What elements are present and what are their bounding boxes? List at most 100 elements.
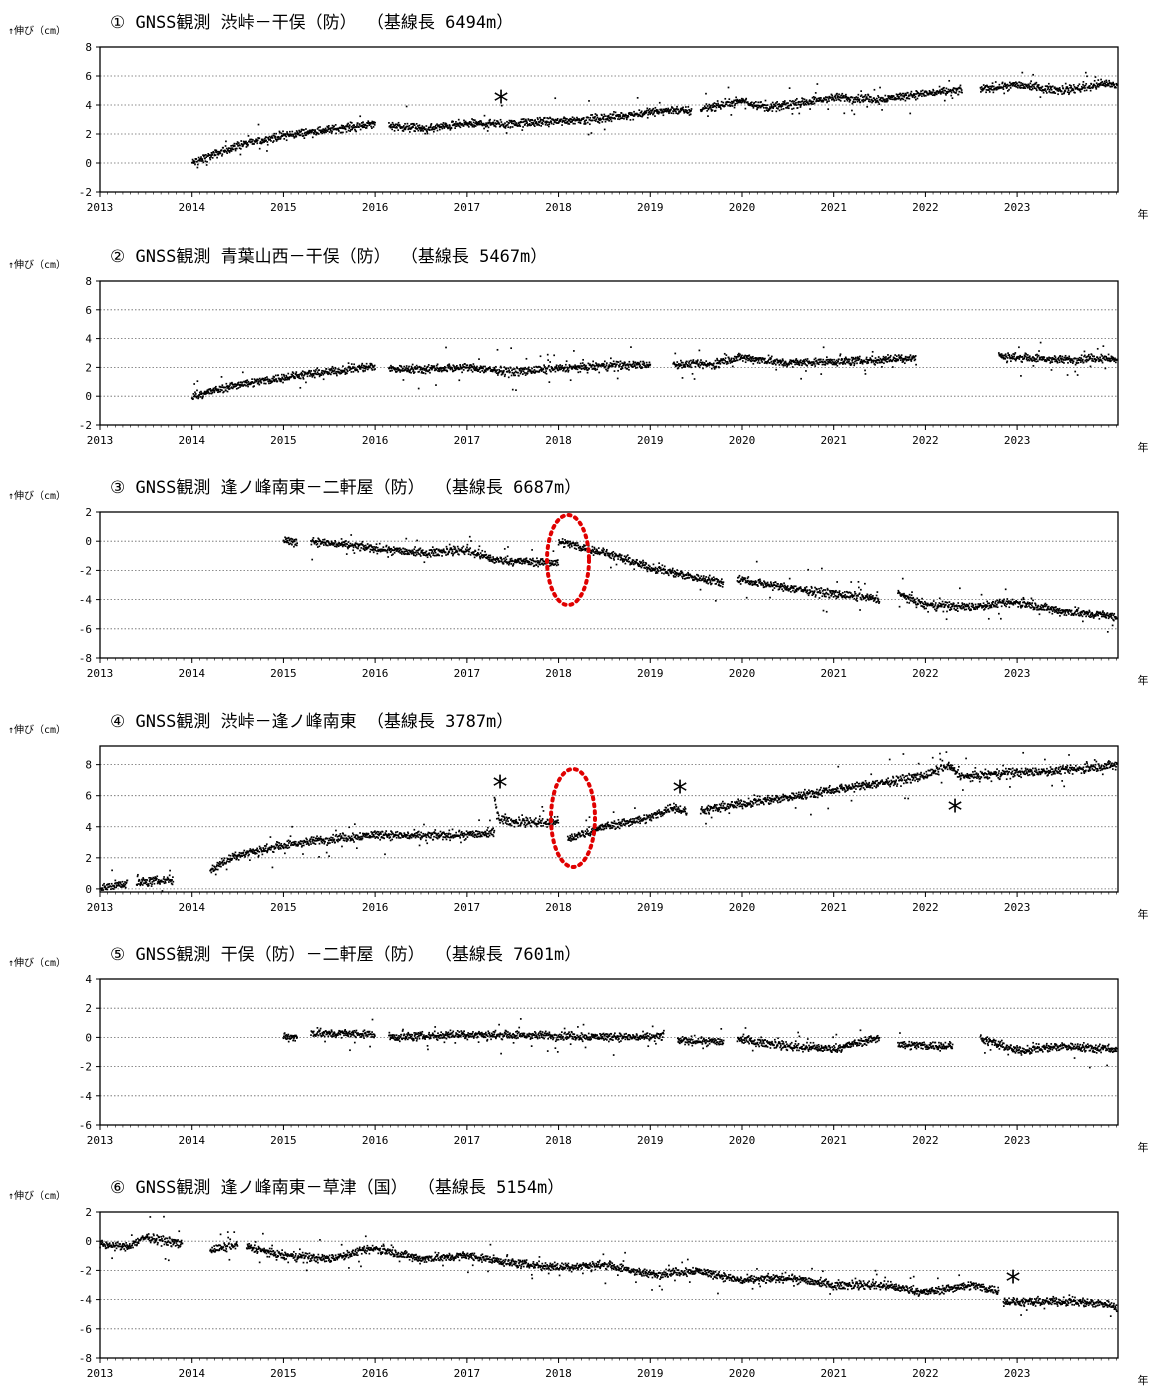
data-point: [901, 97, 904, 100]
data-point: [712, 364, 715, 367]
data-point: [457, 368, 460, 371]
data-point: [330, 129, 332, 132]
data-point: [192, 162, 195, 164]
data-point: [1110, 83, 1113, 86]
data-point: [198, 159, 201, 162]
data-point: [1100, 353, 1103, 356]
data-point: [812, 103, 814, 105]
data-point: [304, 131, 306, 134]
data-point: [301, 373, 304, 375]
data-point: [1028, 359, 1031, 362]
data-point: [238, 147, 241, 150]
data-point: [288, 377, 291, 380]
data-point: [346, 372, 348, 375]
data-point: [689, 364, 692, 366]
data-point: [340, 372, 343, 375]
y-tick-label: -2: [79, 564, 92, 577]
data-point: [838, 93, 840, 96]
data-point: [438, 124, 440, 126]
data-point: [768, 108, 770, 110]
data-point: [526, 124, 529, 127]
data-point: [420, 129, 423, 132]
data-point: [536, 124, 539, 126]
data-point: [945, 87, 948, 90]
data-point: [644, 110, 647, 113]
data-point: [589, 117, 592, 119]
data-point: [484, 125, 487, 128]
data-point: [906, 356, 909, 359]
data-point: [769, 106, 771, 108]
data-point: [867, 360, 869, 363]
data-point: [211, 391, 214, 394]
data-point: [641, 115, 643, 118]
data-point: [879, 357, 882, 360]
data-point: [231, 381, 233, 384]
data-point: [219, 388, 222, 391]
data-point: [1035, 81, 1038, 84]
data-point: [291, 541, 294, 544]
data-point: [886, 100, 888, 103]
data-point: [875, 101, 878, 103]
data-point: [1097, 79, 1100, 81]
data-point: [1013, 355, 1015, 358]
data-point: [369, 364, 372, 367]
data-point: [262, 377, 265, 380]
data-point: [925, 94, 927, 97]
data-point: [698, 363, 700, 365]
chart-1: ① GNSS観測 渋峠－干俣（防） （基線長 6494m）↑伸び（cm）8642…: [8, 13, 1149, 221]
data-point: [245, 140, 247, 143]
data-point: [830, 362, 833, 364]
data-point: [814, 96, 817, 99]
data-point: [814, 92, 817, 94]
x-tick-label: 2021: [820, 434, 847, 447]
data-point: [601, 114, 603, 117]
data-point: [537, 123, 540, 126]
y-tick-label: 2: [85, 361, 92, 374]
data-point: [361, 366, 364, 369]
data-point: [531, 119, 534, 122]
data-point: [761, 105, 763, 108]
data-point: [345, 540, 347, 542]
data-point: [1088, 358, 1091, 360]
data-point: [500, 366, 502, 369]
data-point: [302, 134, 305, 137]
data-point: [568, 364, 571, 366]
data-point: [802, 360, 805, 363]
data-point: [796, 359, 799, 362]
data-point: [303, 129, 305, 131]
data-point: [914, 93, 916, 95]
data-point: [835, 363, 837, 366]
data-point: [423, 365, 426, 367]
y-tick-label: 6: [85, 304, 92, 317]
data-point: [902, 98, 905, 101]
data-point: [350, 363, 353, 365]
data-point: [374, 368, 376, 370]
data-point: [412, 126, 414, 128]
data-point: [813, 102, 816, 105]
data-point: [447, 366, 450, 368]
x-tick-label: 2019: [637, 201, 664, 214]
data-point: [411, 368, 414, 370]
data-point: [690, 359, 692, 362]
data-point: [729, 359, 732, 362]
data-point: [843, 100, 846, 102]
data-point: [1093, 79, 1096, 82]
data-point: [413, 122, 415, 125]
data-point: [891, 98, 894, 101]
data-point: [1017, 355, 1020, 358]
data-point: [529, 120, 531, 122]
data-point: [463, 366, 465, 368]
data-point: [361, 544, 364, 546]
data-point: [321, 369, 324, 372]
data-point: [544, 368, 547, 370]
data-point: [356, 122, 359, 125]
data-point: [824, 361, 827, 363]
data-point: [676, 361, 679, 363]
data-point: [503, 375, 506, 378]
data-point: [1085, 89, 1088, 92]
data-point: [692, 360, 694, 363]
data-point: [548, 123, 551, 126]
data-point: [1026, 354, 1029, 356]
data-point: [652, 112, 655, 115]
data-point: [194, 393, 197, 395]
